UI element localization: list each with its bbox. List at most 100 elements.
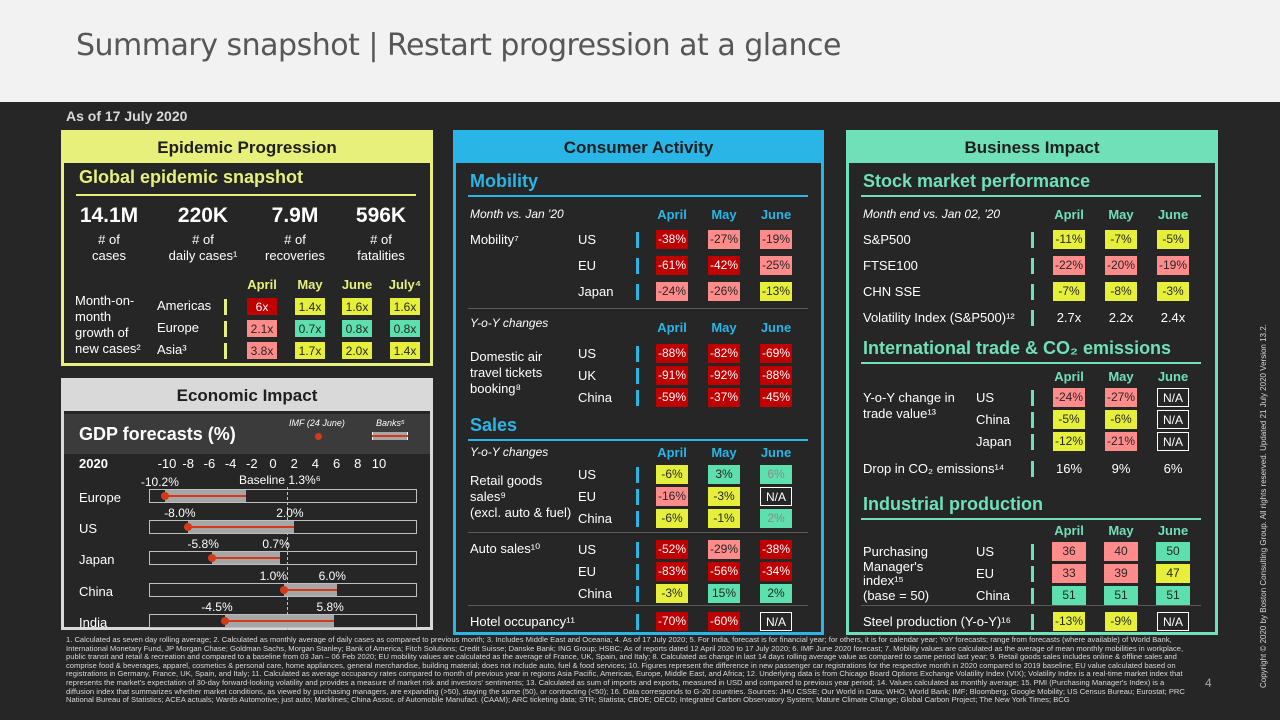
axis-tick: 10 xyxy=(371,456,387,471)
value-cell: 2% xyxy=(760,584,792,603)
row-label: China xyxy=(976,588,1010,603)
value-cell: -13% xyxy=(760,282,792,301)
row-label: Volatility Index (S&P500)¹² xyxy=(863,310,1015,325)
value-cell: N/A xyxy=(760,612,792,631)
value-cell: N/A xyxy=(1157,432,1189,451)
value-cell: 1.4x xyxy=(389,341,421,360)
row-marker xyxy=(1031,614,1034,630)
metric-label: index¹⁵ xyxy=(863,573,904,588)
row-marker xyxy=(1031,310,1034,326)
row-label: month xyxy=(75,309,112,324)
value-cell: 6x xyxy=(246,297,278,316)
column-header: May xyxy=(711,207,737,222)
divider xyxy=(76,194,416,196)
country-label: China xyxy=(79,584,113,599)
value-cell: -52% xyxy=(656,540,688,559)
value-cell: 51 xyxy=(1052,586,1086,605)
value-cell: -42% xyxy=(708,256,740,275)
row-label: EU xyxy=(578,258,597,273)
stat-label: # of xyxy=(284,232,306,247)
row-marker xyxy=(636,368,639,384)
value-cell: N/A xyxy=(1157,612,1189,631)
range-high-label: 2.0% xyxy=(276,506,304,520)
metric-label: Mobility⁷ xyxy=(470,232,519,247)
divider xyxy=(861,605,1201,606)
banks-range-line xyxy=(225,620,335,622)
country-label: Japan xyxy=(79,552,115,567)
row-label: Japan xyxy=(976,434,1012,449)
row-label: US xyxy=(578,542,597,557)
value-cell: -91% xyxy=(656,366,688,385)
axis-tick: -6 xyxy=(203,456,216,471)
value-cell: -3% xyxy=(708,487,740,506)
stat-label: # of xyxy=(370,232,392,247)
epidemic-subtitle: Global epidemic snapshot xyxy=(79,167,304,187)
row-label: new cases² xyxy=(75,341,141,356)
range-high-label: 6.0% xyxy=(318,569,346,583)
axis-box xyxy=(149,614,417,628)
value-cell: 51 xyxy=(1156,586,1190,605)
value-cell: 36 xyxy=(1052,542,1086,561)
value-cell: 33 xyxy=(1052,564,1086,583)
value-cell: 9% xyxy=(1111,461,1131,476)
trade-title: International trade & CO₂ emissions xyxy=(863,338,1172,358)
range-high-label: 5.8% xyxy=(316,600,344,614)
metric-label: Auto sales¹⁰ xyxy=(470,541,541,556)
value-cell: -92% xyxy=(708,366,740,385)
column-header: July⁴ xyxy=(388,277,422,292)
value-cell: 1.6x xyxy=(389,297,421,316)
gdp-baseline: Baseline 1.3%⁶ xyxy=(239,473,321,487)
row-marker xyxy=(1031,232,1034,248)
value-cell: 50 xyxy=(1156,542,1190,561)
value-cell: -5% xyxy=(1053,410,1085,429)
baseline-line xyxy=(286,487,288,630)
value-cell: 47 xyxy=(1156,564,1190,583)
stat-label: # of xyxy=(98,232,120,247)
axis-tick: 6 xyxy=(332,456,341,471)
value-cell: -26% xyxy=(708,282,740,301)
metric-label: trade value¹³ xyxy=(863,406,936,421)
row-label: US xyxy=(976,390,995,405)
industrial-title: Industrial production xyxy=(863,494,1043,514)
value-cell: -11% xyxy=(1053,230,1085,249)
value-cell: -45% xyxy=(760,388,792,407)
row-label: US xyxy=(578,346,597,361)
value-cell: -34% xyxy=(760,562,792,581)
value-cell: -59% xyxy=(656,388,688,407)
legend-imf-label: IMF (24 June) xyxy=(289,418,345,428)
value-cell: 6% xyxy=(1163,461,1183,476)
row-marker xyxy=(636,489,639,505)
row-marker xyxy=(1031,284,1034,300)
axis-tick: -8 xyxy=(182,456,194,471)
stat-label: daily cases¹ xyxy=(168,248,238,263)
axis-tick: 8 xyxy=(354,456,362,471)
banks-range-line xyxy=(211,557,281,559)
banks-range-line xyxy=(283,589,337,591)
value-cell: -56% xyxy=(708,562,740,581)
range-high-label: 0.7% xyxy=(262,537,290,551)
region-label: Asia³ xyxy=(157,342,187,357)
row-marker xyxy=(1031,588,1034,604)
value-cell: -69% xyxy=(760,344,792,363)
row-label: Japan xyxy=(578,284,614,299)
column-header: June xyxy=(1157,369,1189,384)
row-label: CHN SSE xyxy=(863,284,921,299)
region-label: Americas xyxy=(157,298,212,313)
value-cell: -82% xyxy=(708,344,740,363)
page-number: 4 xyxy=(1205,676,1212,690)
value-cell: 39 xyxy=(1104,564,1138,583)
row-marker xyxy=(636,232,639,248)
divider xyxy=(468,605,808,606)
caption: Month end vs. Jan 02, '20 xyxy=(863,207,1001,221)
metric-label: booking⁸ xyxy=(470,381,522,396)
gdp-title-band xyxy=(64,414,430,454)
metric-label: Y-o-Y change in xyxy=(863,390,955,405)
value-cell: 1.7x xyxy=(294,341,326,360)
value-cell: -19% xyxy=(1157,256,1189,275)
column-header: April xyxy=(247,277,277,292)
column-header: April xyxy=(657,445,687,460)
page-title: Summary snapshot | Restart progression a… xyxy=(76,28,841,63)
row-marker xyxy=(636,542,639,558)
metric-label: Domestic air xyxy=(470,349,543,364)
row-marker xyxy=(1031,461,1034,477)
